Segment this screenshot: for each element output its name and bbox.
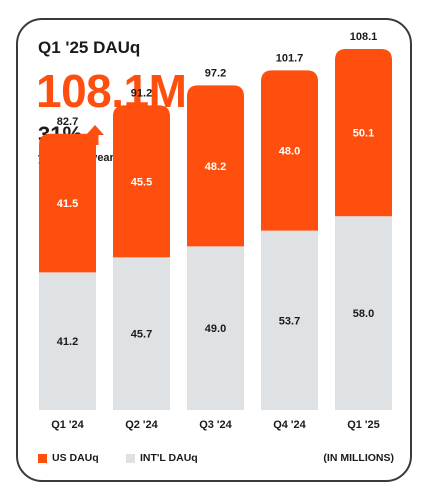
legend-item-intl: INT'L DAUq: [126, 452, 198, 464]
data-label-intl: 41.2: [57, 336, 78, 348]
data-label-us: 48.0: [279, 145, 300, 157]
data-label-us: 50.1: [353, 128, 374, 140]
bar-intl: [187, 246, 244, 410]
data-label-us: 41.5: [57, 198, 78, 210]
x-tick-label: Q1 '25: [347, 419, 380, 431]
data-label-total: 101.7: [276, 52, 304, 64]
data-label-total: 97.2: [205, 67, 226, 79]
data-label-intl: 45.7: [131, 329, 152, 341]
legend-unit: (IN MILLIONS): [323, 452, 394, 464]
x-tick-label: Q3 '24: [199, 419, 232, 431]
bar-intl: [335, 216, 392, 410]
data-label-us: 45.5: [131, 176, 152, 188]
x-tick-label: Q2 '24: [125, 419, 158, 431]
data-label-total: 108.1: [350, 31, 378, 43]
arrow-up-icon: [86, 125, 105, 145]
legend-label-intl: INT'L DAUq: [140, 452, 198, 464]
bar-us: [187, 85, 244, 247]
bar-intl: [113, 257, 170, 410]
legend-item-us: US DAUq: [38, 452, 99, 464]
bar-us: [113, 105, 170, 258]
bar-us: [39, 133, 96, 273]
bar-intl: [39, 272, 96, 410]
data-label-intl: 49.0: [205, 323, 226, 335]
chart-title: Q1 '25 DAUq: [38, 38, 141, 57]
legend-label-us: US DAUq: [52, 452, 99, 464]
legend-swatch-us: [38, 453, 47, 463]
data-label-us: 48.2: [205, 161, 226, 173]
data-label-intl: 53.7: [279, 315, 300, 327]
x-tick-label: Q4 '24: [273, 419, 306, 431]
data-label-total: 91.2: [131, 87, 152, 99]
bar-intl: [261, 230, 318, 410]
x-tick-label: Q1 '24: [51, 419, 84, 431]
bar-us: [261, 70, 318, 231]
bar-us: [335, 48, 392, 217]
legend-swatch-intl: [126, 453, 135, 463]
data-label-intl: 58.0: [353, 308, 374, 320]
data-label-total: 82.7: [57, 116, 78, 128]
